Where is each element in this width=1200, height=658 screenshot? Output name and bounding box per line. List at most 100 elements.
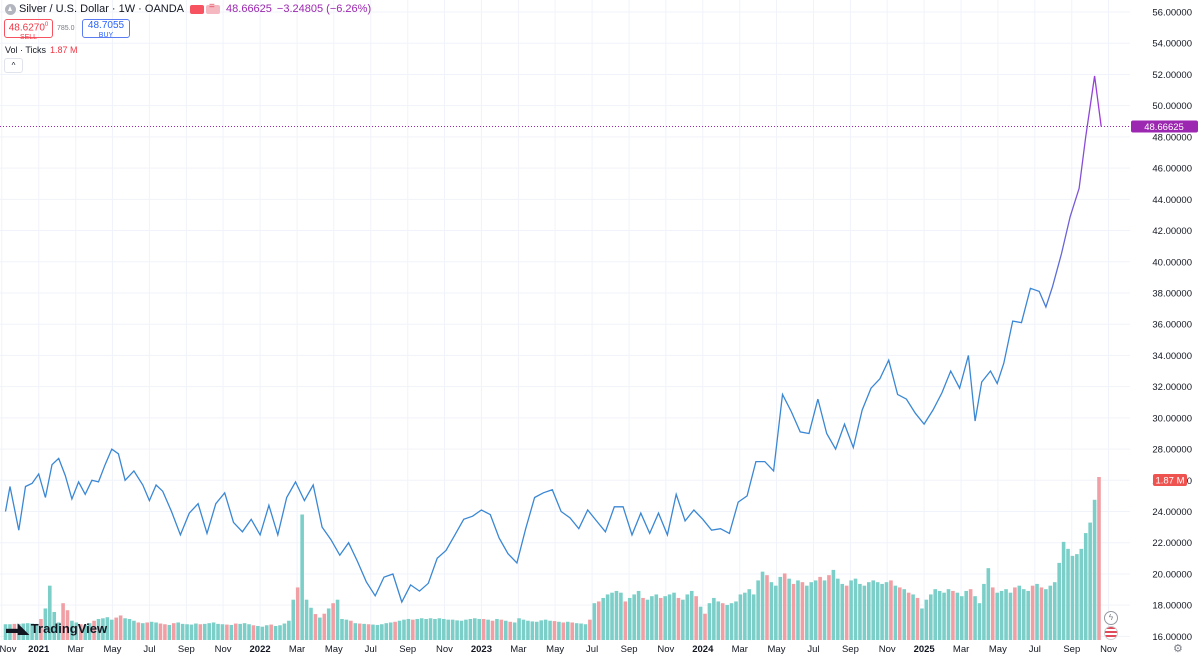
volume-bar: [411, 619, 415, 640]
volume-bar: [924, 599, 929, 640]
volume-bar: [109, 619, 114, 640]
volume-bar: [1008, 592, 1013, 640]
volume-bar: [357, 623, 362, 640]
volume-bar: [765, 575, 769, 640]
volume-bar: [959, 596, 964, 640]
volume-bar: [902, 589, 907, 640]
x-tick-label: Nov: [657, 644, 674, 655]
x-tick-label: Mar: [68, 644, 84, 655]
volume-bar: [1070, 555, 1075, 640]
volume-bar: [915, 597, 920, 640]
y-tick-label: 40.00000: [1152, 257, 1192, 268]
x-tick-label: 2022: [250, 644, 271, 655]
volume-bar: [707, 603, 712, 640]
volume-bar: [362, 623, 366, 640]
volume-bar: [198, 624, 203, 640]
volume-bar: [867, 582, 871, 640]
volume-bar: [92, 620, 96, 640]
volume-bar: [340, 618, 344, 640]
volume-bar: [406, 618, 411, 640]
volume-bar: [871, 580, 876, 640]
volume-bar: [557, 621, 561, 640]
buy-button[interactable]: 48.7055 BUY: [82, 19, 130, 39]
volume-bar: [264, 625, 269, 640]
volume-bar: [335, 599, 340, 640]
price-series-line: [4, 75, 1102, 604]
volume-bar: [322, 613, 327, 640]
compare-icon[interactable]: [206, 1, 221, 14]
volume-bar: [495, 618, 499, 640]
volume-bar: [1061, 541, 1066, 640]
symbol-title[interactable]: Silver / U.S. Dollar · 1W · OANDA: [19, 3, 185, 15]
volume-bar: [760, 571, 765, 640]
volume-bar: [526, 620, 530, 640]
lightning-icon[interactable]: ϟ: [1104, 611, 1118, 625]
x-tick-label: May: [989, 644, 1007, 655]
volume-bar: [202, 623, 207, 640]
volume-bar: [101, 618, 105, 640]
settings-gear-icon[interactable]: ⚙: [1173, 643, 1183, 655]
volume-bar: [1066, 548, 1070, 640]
volume-bar: [769, 582, 774, 640]
volume-bar: [698, 606, 703, 640]
volume-bar: [1052, 582, 1057, 640]
time-axis[interactable]: Nov 2021 Mar May Jul Sep Nov 2022 Mar May Jul Sep No…: [0, 644, 1117, 655]
volume-bar: [163, 624, 167, 640]
volume-bar: [393, 621, 397, 640]
volume-bar: [442, 618, 446, 640]
volume-bar: [167, 624, 172, 640]
y-tick-label: 36.00000: [1152, 320, 1192, 331]
volume-bar: [928, 594, 933, 640]
volume-bar: [397, 620, 402, 640]
y-tick-label: 54.00000: [1152, 39, 1192, 50]
collapse-legend-button[interactable]: ^: [4, 58, 23, 73]
volume-bar: [1048, 585, 1053, 640]
volume-bar: [12, 623, 17, 640]
tradingview-logo[interactable]: ▬◣ TradingView: [6, 620, 107, 637]
volume-bar: [889, 580, 893, 640]
us-flag-icon[interactable]: [1104, 626, 1118, 640]
sell-price: 48.6270: [8, 22, 45, 34]
volume-bar: [521, 619, 526, 640]
volume-bar: [964, 590, 968, 640]
sell-button[interactable]: 48.62700 SELL: [4, 19, 53, 41]
volume-bar: [52, 611, 57, 640]
volume-bar: [313, 614, 318, 640]
volume-bar: [225, 624, 229, 640]
x-tick-label: Sep: [842, 644, 859, 655]
volume-bar: [1017, 585, 1022, 640]
volume-bar: [774, 585, 778, 640]
volume-bar: [87, 623, 92, 640]
volume-bar: [725, 604, 729, 640]
volume-badge: [1153, 474, 1187, 486]
spread-value: 785.0: [57, 25, 75, 32]
y-tick-label: 38.00000: [1152, 288, 1192, 299]
volume-bar: [437, 618, 442, 640]
volume-legend[interactable]: Vol · Ticks 1.87 M: [5, 45, 78, 55]
volume-bar: [561, 622, 566, 640]
x-tick-label: Jul: [1029, 644, 1041, 655]
y-tick-label: 16.00000: [1152, 632, 1192, 643]
volume-bar: [747, 589, 752, 640]
volume-bar: [517, 618, 521, 640]
volume-bar: [1097, 477, 1101, 640]
volume-bar: [477, 618, 482, 640]
volume-bar: [21, 623, 26, 640]
volume-bar: [176, 622, 180, 640]
volume-bar: [539, 620, 544, 640]
y-tick-label: 56.00000: [1152, 8, 1192, 19]
volume-bar: [3, 624, 8, 640]
volume-bar: [1079, 548, 1084, 640]
volume-bar: [955, 592, 960, 640]
volume-bar: [911, 594, 915, 640]
market-status-icon[interactable]: [190, 4, 205, 14]
volume-bar: [676, 597, 681, 640]
volume-bar: [503, 620, 508, 640]
volume-bar: [875, 582, 880, 640]
price-axis[interactable]: 16.00000 18.00000 20.00000 22.00000 24.00000…: [1152, 8, 1192, 643]
volume-bar: [1075, 554, 1079, 640]
y-tick-label: 32.00000: [1152, 382, 1192, 393]
buy-price: 48.7055: [87, 20, 125, 31]
x-tick-label: Nov: [1100, 644, 1117, 655]
